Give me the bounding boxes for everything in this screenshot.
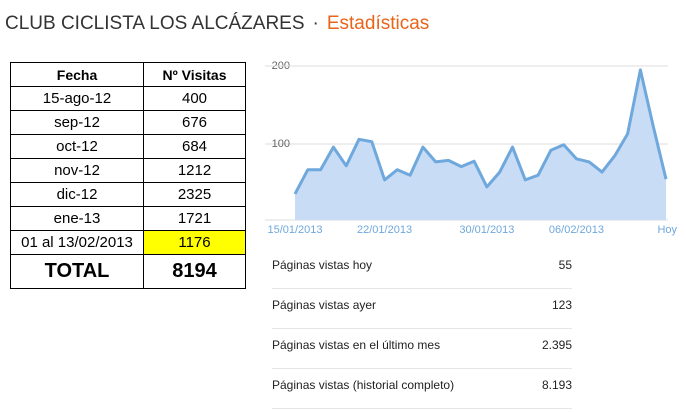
table-cell: nov-12 [10, 158, 144, 183]
subtitle[interactable]: Estadísticas [326, 13, 430, 34]
stat-value: 2.395 [541, 338, 572, 352]
table-row: nov-12 1212 [10, 158, 246, 183]
stat-row: Páginas vistas en el último mes 2.395 [272, 328, 572, 369]
table-cell: 2325 [143, 182, 246, 207]
table-cell: 15-ago-12 [10, 86, 144, 111]
table-cell: 1212 [143, 158, 246, 183]
stat-row: Páginas vistas hoy 55 [272, 248, 572, 289]
stat-label: Páginas vistas hoy [272, 258, 373, 272]
table-row: sep-12 676 [10, 110, 246, 135]
x-tick-label: 22/01/2013 [357, 224, 412, 236]
stat-label: Páginas vistas (historial completo) [272, 378, 455, 392]
x-tick-label: Hoy [657, 224, 677, 236]
column-header: Fecha [10, 62, 144, 87]
table-cell: sep-12 [10, 110, 144, 135]
table-cell: ene-13 [10, 206, 144, 231]
stat-label: Páginas vistas en el último mes [272, 338, 441, 352]
table-row: ene-13 1721 [10, 206, 246, 231]
total-row: TOTAL 8194 [10, 254, 246, 289]
y-tick-label: 100 [272, 138, 290, 150]
table-cell: dic-12 [10, 182, 144, 207]
table-cell: 400 [143, 86, 246, 111]
table-row: dic-12 2325 [10, 182, 246, 207]
header: CLUB CICLISTA LOS ALCÁZARES · Estadísticas [5, 13, 429, 35]
table-cell: oct-12 [10, 134, 144, 159]
x-tick-label: 30/01/2013 [459, 224, 514, 236]
stat-value: 123 [551, 298, 572, 312]
title: CLUB CICLISTA LOS ALCÁZARES [5, 13, 305, 34]
table-cell: 01 al 13/02/2013 [10, 230, 144, 255]
table-cell: 1721 [143, 206, 246, 231]
table-row: oct-12 684 [10, 134, 246, 159]
area-fill [295, 69, 666, 221]
stat-value: 55 [558, 258, 572, 272]
total-cell: 8194 [143, 254, 246, 289]
line [293, 68, 668, 195]
table-row: 01 al 13/02/2013 1176 [10, 230, 246, 255]
x-tick-label: 06/02/2013 [549, 224, 604, 236]
stat-label: Páginas vistas ayer [272, 298, 377, 312]
separator: · [312, 13, 319, 34]
table-row: 15-ago-12 400 [10, 86, 246, 111]
visits-table: Fecha Nº Visitas 15-ago-12 400 sep-12 676 oct-… [10, 62, 246, 289]
stat-value: 8.193 [541, 378, 572, 392]
x-tick-label: 15/01/2013 [267, 224, 322, 236]
total-cell: TOTAL [10, 254, 144, 289]
table-cell: 676 [143, 110, 246, 135]
stat-row: Páginas vistas (historial completo) 8.193 [272, 368, 572, 409]
stat-row: Páginas vistas ayer 123 [272, 288, 572, 329]
